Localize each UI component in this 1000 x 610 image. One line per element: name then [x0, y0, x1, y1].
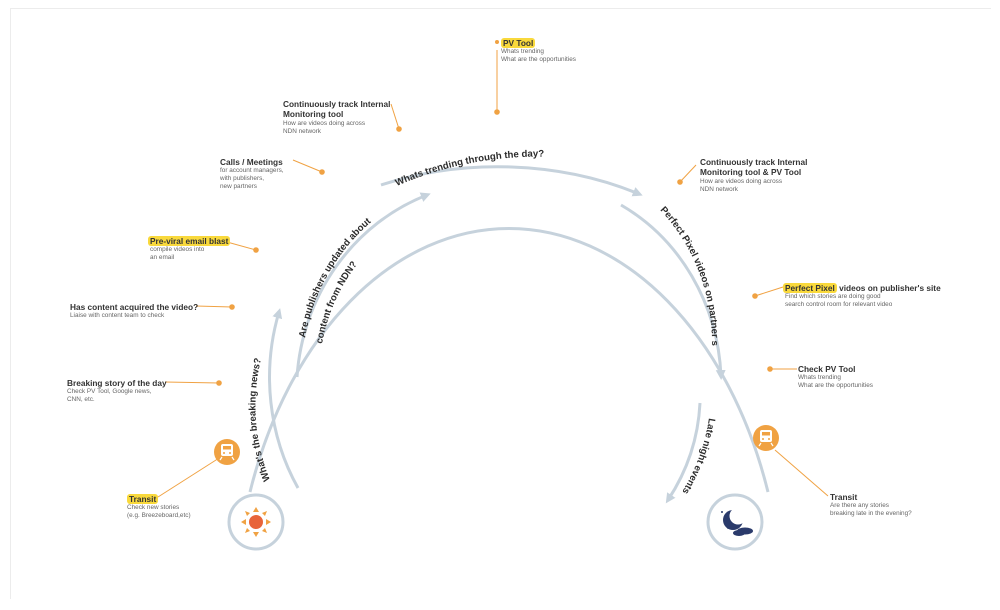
- calls-title: Calls / Meetings: [220, 157, 283, 167]
- flow-label-publishers-1: Are publishers updated about: [297, 215, 374, 338]
- annotation-content-acquired: Has content acquired the video? Liaise w…: [70, 302, 198, 320]
- annotation-pv-tool: PV Tool Whats trending What are the oppo…: [501, 38, 576, 64]
- dot-internal-pv: [677, 179, 683, 185]
- transit-evening-line-2: breaking late in the evening?: [830, 510, 912, 518]
- annotation-perfect-pixel: Perfect Pixel videos on publisher's site…: [783, 283, 941, 309]
- annotation-breaking-story: Breaking story of the day Check PV Tool,…: [67, 378, 167, 404]
- internal-line-1: How are videos doing across: [283, 119, 366, 127]
- leader-internal: [390, 103, 400, 130]
- pv-tool-title: PV Tool: [501, 38, 536, 48]
- pre-viral-line-2: an email: [150, 254, 175, 262]
- leader-previral: [226, 241, 257, 251]
- check-pv-title: Check PV Tool: [798, 364, 856, 374]
- dot-checkpv: [767, 366, 773, 372]
- internal-line-2: NDN network: [283, 127, 321, 135]
- transit-line-2: (e.g. Breezeboard,etc): [127, 512, 191, 520]
- calls-line-1: for account managers,: [220, 167, 284, 175]
- annotation-transit-morning: Transit Check new stories (e.g. Breezebo…: [127, 494, 191, 520]
- pre-viral-title: Pre-viral email blast: [148, 236, 231, 246]
- leader-transit-evening: [774, 449, 829, 497]
- flow-arrow-publishers: [295, 192, 431, 378]
- leader-breaking: [164, 381, 220, 384]
- moon-icon: [706, 493, 764, 551]
- dot-breaking: [216, 380, 222, 386]
- annotation-check-pv-tool: Check PV Tool Whats trending What are th…: [798, 364, 873, 390]
- check-pv-line-1: Whats trending: [798, 374, 841, 382]
- perfect-pixel-title-rest: videos on publisher's site: [836, 283, 941, 293]
- dot-perfect: [752, 293, 758, 299]
- internal-pv-line-2: NDN network: [700, 185, 738, 193]
- dot-content: [229, 304, 235, 310]
- flow-arrow-late: [665, 402, 702, 504]
- outer-arc: [248, 227, 770, 493]
- sun-icon: [227, 493, 285, 551]
- leader-transit-morning: [157, 452, 228, 498]
- flow-arrow-perfect: [620, 203, 726, 380]
- dot-internal: [396, 126, 402, 132]
- leader-calls: [292, 159, 323, 173]
- flow-label-perfect: Perfect Pixel videos on partner sites: [0, 0, 720, 346]
- calls-line-2: with publishers,: [220, 175, 265, 183]
- annotation-continuous-internal: Continuously track Internal Monitoring t…: [283, 99, 390, 136]
- breaking-story-title: Breaking story of the day: [67, 378, 167, 388]
- leader-internal-pv: [679, 164, 697, 183]
- content-acquired-title: Has content acquired the video?: [70, 302, 199, 312]
- train-icon: [214, 439, 240, 465]
- annotation-continuous-internal-pv: Continuously track Internal Monitoring t…: [700, 157, 807, 194]
- breaking-line-1: Check PV Tool, Google news,: [67, 388, 152, 396]
- dot-previral: [253, 247, 259, 253]
- transit-evening-title: Transit: [830, 492, 858, 502]
- perfect-line-2: search control room for relevant video: [785, 301, 893, 309]
- transit-line-1: Check new stories: [127, 504, 180, 512]
- dot-calls: [319, 169, 325, 175]
- pv-tool-line-1: Whats trending: [501, 48, 544, 56]
- content-line-1: Liaise with content team to check: [70, 312, 165, 320]
- annotation-pre-viral: Pre-viral email blast compile videos int…: [148, 236, 231, 262]
- transit-evening-line-1: Are there any stories: [830, 502, 889, 510]
- flow-arrow-trending: [380, 165, 643, 197]
- internal-pv-title-2: Monitoring tool & PV Tool: [700, 167, 802, 178]
- perfect-pixel-highlight: Perfect Pixel: [783, 283, 837, 293]
- perfect-line-1: Find which stories are doing good: [785, 293, 881, 301]
- dot-pvtool: [494, 109, 500, 115]
- annotation-transit-evening: Transit Are there any stories breaking l…: [830, 492, 912, 518]
- calls-line-3: new partners: [220, 183, 257, 191]
- check-pv-line-2: What are the opportunities: [798, 382, 873, 390]
- internal-pv-line-1: How are videos doing across: [700, 177, 783, 185]
- pre-viral-line-1: compile videos into: [150, 246, 205, 254]
- transit-title: Transit: [127, 494, 159, 504]
- annotation-calls-meetings: Calls / Meetings for account managers, w…: [220, 157, 284, 191]
- train-icon: [753, 425, 779, 451]
- internal-title-1: Continuously track Internal: [283, 99, 391, 109]
- internal-title-2: Monitoring tool: [283, 109, 344, 120]
- dot-pvtool-top: [495, 40, 499, 44]
- leader-perfect: [754, 286, 784, 297]
- internal-pv-title-1: Continuously track Internal: [700, 157, 808, 167]
- pv-tool-line-2: What are the opportunities: [501, 56, 576, 64]
- leader-content: [195, 305, 233, 308]
- flow-arrow-breaking: [268, 308, 300, 489]
- breaking-line-2: CNN, etc.: [67, 396, 95, 404]
